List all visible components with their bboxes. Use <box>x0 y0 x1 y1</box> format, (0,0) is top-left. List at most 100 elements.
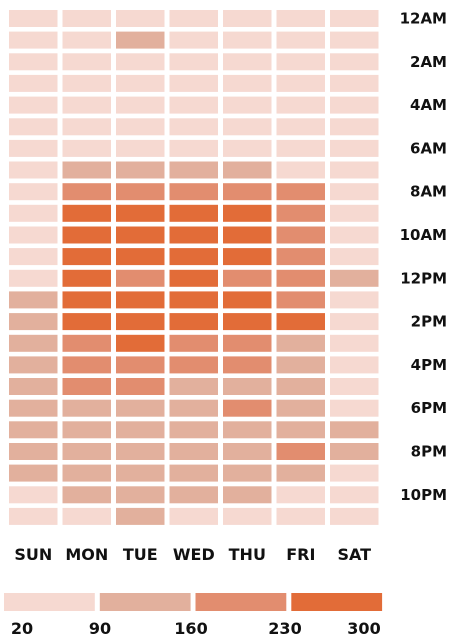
heatmap-cell-thu-4 <box>223 96 272 114</box>
legend-label: 230 <box>268 619 301 638</box>
heatmap-cell-mon-23 <box>62 507 111 525</box>
x-tick-label: SAT <box>338 545 372 564</box>
legend-swatch <box>291 593 383 611</box>
heatmap-cell-sat-11 <box>330 248 379 266</box>
x-tick-label: FRI <box>286 545 315 564</box>
heatmap-cell-mon-16 <box>62 356 111 374</box>
y-tick-label: 12AM <box>400 10 447 28</box>
y-tick-label: 4AM <box>410 96 447 114</box>
heatmap-cell-fri-11 <box>276 248 325 266</box>
heatmap-cell-sat-16 <box>330 356 379 374</box>
heatmap-cell-wed-20 <box>169 443 218 460</box>
heatmap-cell-wed-8 <box>169 183 218 201</box>
heatmap-cell-sun-5 <box>9 118 58 136</box>
heatmap-cell-sun-4 <box>9 96 58 114</box>
heatmap-cell-sun-17 <box>9 378 58 395</box>
heatmap-cell-sun-9 <box>9 204 58 222</box>
heatmap-cell-mon-0 <box>62 10 111 27</box>
heatmap-cell-sat-13 <box>330 291 379 309</box>
heatmap-cell-tue-0 <box>116 10 165 27</box>
heatmap-cell-fri-1 <box>276 31 325 49</box>
heatmap-cell-thu-15 <box>223 334 272 352</box>
heatmap-cell-fri-8 <box>276 183 325 201</box>
heatmap-cell-wed-23 <box>169 507 218 525</box>
heatmap-cell-thu-12 <box>223 269 272 287</box>
heatmap-cell-mon-20 <box>62 443 111 460</box>
heatmap-cell-thu-17 <box>223 378 272 395</box>
heatmap-cell-mon-10 <box>62 226 111 244</box>
heatmap-cell-sun-8 <box>9 183 58 201</box>
heatmap-cell-sat-4 <box>330 96 379 114</box>
heatmap-cell-thu-20 <box>223 443 272 460</box>
heatmap-cell-wed-22 <box>169 486 218 504</box>
heatmap-cell-sat-0 <box>330 10 379 27</box>
heatmap-cell-thu-6 <box>223 139 272 157</box>
heatmap-cell-tue-10 <box>116 226 165 244</box>
y-tick-label: 6PM <box>411 399 447 417</box>
legend-label: 300 <box>347 619 380 638</box>
heatmap-cell-tue-22 <box>116 486 165 504</box>
heatmap-cell-sun-13 <box>9 291 58 309</box>
heatmap-cell-sat-3 <box>330 74 379 92</box>
heatmap-cell-tue-16 <box>116 356 165 374</box>
heatmap-cell-sat-12 <box>330 269 379 287</box>
heatmap-cell-wed-1 <box>169 31 218 49</box>
heatmap-cell-thu-13 <box>223 291 272 309</box>
heatmap-cell-fri-23 <box>276 507 325 525</box>
heatmap-cell-thu-11 <box>223 248 272 266</box>
heatmap-cell-fri-16 <box>276 356 325 374</box>
y-tick-label: 4PM <box>411 356 447 374</box>
heatmap-cell-sat-18 <box>330 399 379 417</box>
heatmap-cell-fri-21 <box>276 464 325 482</box>
heatmap-cell-sat-21 <box>330 464 379 482</box>
legend-label: 20 <box>11 619 33 638</box>
heatmap-cell-wed-19 <box>169 421 218 439</box>
heatmap-cell-sun-20 <box>9 443 58 460</box>
heatmap-cell-mon-11 <box>62 248 111 266</box>
heatmap-cell-tue-18 <box>116 399 165 417</box>
y-tick-label: 12PM <box>400 269 447 287</box>
heatmap-cell-fri-2 <box>276 53 325 71</box>
heatmap-cell-fri-18 <box>276 399 325 417</box>
heatmap-cell-mon-17 <box>62 378 111 395</box>
heatmap-cell-tue-1 <box>116 31 165 49</box>
heatmap-cell-thu-2 <box>223 53 272 71</box>
x-tick-label: WED <box>173 545 215 564</box>
heatmap-cell-wed-3 <box>169 74 218 92</box>
heatmap-cell-tue-19 <box>116 421 165 439</box>
heatmap-cell-fri-7 <box>276 161 325 179</box>
heatmap-cell-fri-15 <box>276 334 325 352</box>
heatmap-cell-wed-2 <box>169 53 218 71</box>
heatmap-cell-sun-6 <box>9 139 58 157</box>
heatmap-cell-mon-8 <box>62 183 111 201</box>
heatmap-cell-sun-7 <box>9 161 58 179</box>
y-tick-label: 2AM <box>410 53 447 71</box>
heatmap-cell-wed-21 <box>169 464 218 482</box>
heatmap-cell-fri-12 <box>276 269 325 287</box>
heatmap-cell-sat-7 <box>330 161 379 179</box>
heatmap-cell-mon-14 <box>62 313 111 331</box>
heatmap-cell-tue-5 <box>116 118 165 136</box>
heatmap-cell-fri-6 <box>276 139 325 157</box>
heatmap-cell-fri-13 <box>276 291 325 309</box>
heatmap-cell-mon-15 <box>62 334 111 352</box>
y-tick-label: 10PM <box>400 486 447 504</box>
heatmap-cell-sat-10 <box>330 226 379 244</box>
heatmap-cell-sun-18 <box>9 399 58 417</box>
heatmap-cell-tue-4 <box>116 96 165 114</box>
legend-label: 160 <box>174 619 207 638</box>
heatmap-cell-mon-12 <box>62 269 111 287</box>
heatmap-cell-thu-10 <box>223 226 272 244</box>
heatmap-cell-fri-0 <box>276 10 325 27</box>
heatmap-cell-tue-13 <box>116 291 165 309</box>
heatmap-cell-fri-14 <box>276 313 325 331</box>
heatmap-cell-tue-17 <box>116 378 165 395</box>
heatmap-cell-wed-6 <box>169 139 218 157</box>
x-tick-label: SUN <box>14 545 52 564</box>
y-tick-label: 6AM <box>410 139 447 157</box>
heatmap-cell-tue-8 <box>116 183 165 201</box>
heatmap-cell-wed-17 <box>169 378 218 395</box>
heatmap-cell-wed-4 <box>169 96 218 114</box>
heatmap-cell-mon-5 <box>62 118 111 136</box>
